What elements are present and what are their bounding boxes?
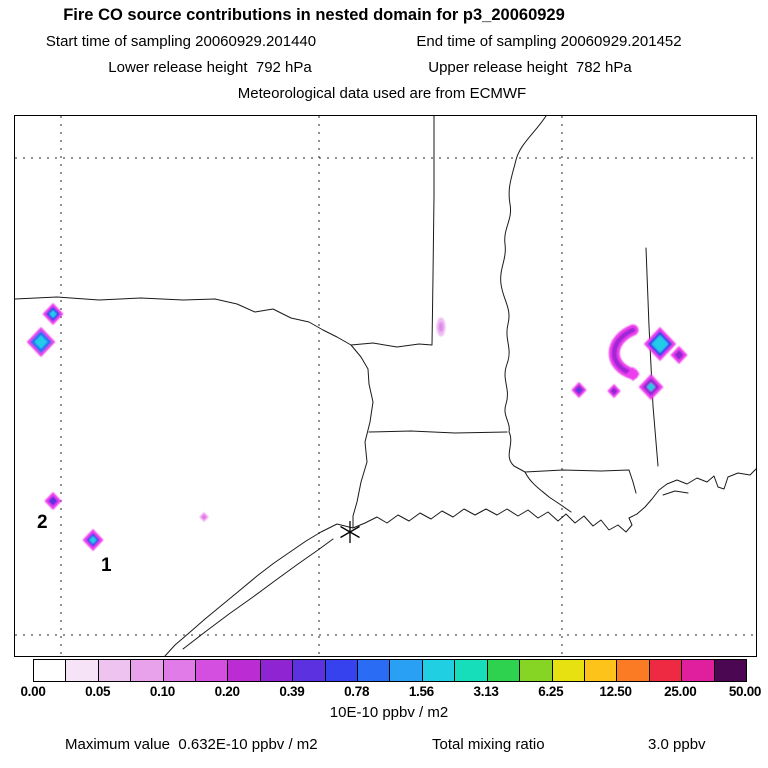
colorbar-tick-label: 12.50: [599, 684, 632, 699]
state-boundary-line: [645, 247, 659, 467]
colorbar-segment: [358, 660, 391, 681]
map-svg: 21: [15, 116, 756, 656]
colorbar-segment: [98, 660, 132, 681]
colorbar-tick-label: 0.20: [214, 684, 240, 699]
colorbar-segment: [325, 660, 359, 681]
colorbar-ticks: 0.00 0.05 0.10 0.20 0.39 0.78 1.56 3.13 6.25 12.5…: [20, 684, 761, 700]
colorbar-segment: [617, 660, 650, 681]
source-number-label: 2: [37, 512, 48, 533]
colorbar-tick-label: 0.05: [85, 684, 111, 699]
state-boundary-line: [524, 469, 637, 494]
plume-blob: [48, 496, 58, 506]
plume-blob: [34, 335, 48, 349]
plume-blob: [610, 387, 618, 395]
river-line: [500, 116, 572, 513]
start-time-label: Start time of sampling 20060929.201440: [45, 33, 317, 50]
lower-release-label: Lower release height 792 hPa: [108, 59, 312, 76]
colorbar-segment: [260, 660, 294, 681]
plume-blob: [651, 335, 669, 353]
state-boundaries: [15, 116, 756, 656]
colorbar-segment: [520, 660, 553, 681]
barrier-islands: [182, 538, 334, 650]
plume-blob: [89, 536, 97, 544]
upper-release-label: Upper release height 782 hPa: [428, 59, 632, 76]
state-boundary-line: [15, 296, 374, 529]
met-data-label: Meteorological data used are from ECMWF: [237, 85, 527, 102]
plume-blob: [49, 310, 57, 318]
footer-stats: Maximum value 0.632E-10 ppbv / m2 Total …: [0, 736, 768, 756]
latlon-grid: [15, 116, 756, 656]
plume-layer: [26, 303, 688, 551]
plume-blob: [201, 514, 207, 520]
plume-blob: [576, 387, 582, 393]
colorbar-segment: [682, 660, 715, 681]
colorbar-segment: [34, 660, 67, 681]
plume-blob: [646, 382, 656, 392]
plume-blob: [626, 367, 640, 381]
source-number-label: 1: [101, 555, 112, 576]
colorbar-tick-label: 25.00: [664, 684, 697, 699]
receptor-asterisk-spoke: [340, 525, 360, 539]
colorbar-segment: [163, 660, 197, 681]
source-number-labels: 21: [37, 512, 112, 576]
colorbar-segment: [131, 660, 164, 681]
colorbar-segment: [584, 660, 618, 681]
colorbar-segment: [422, 660, 456, 681]
total-mixing-ratio-value: 3.0 ppbv: [648, 736, 706, 753]
colorbar-tick-label: 50.00: [728, 684, 762, 699]
barrier-islands: [662, 490, 689, 496]
colorbar-segment: [196, 660, 229, 681]
plume-blob: [438, 321, 444, 333]
colorbar-segment: [552, 660, 585, 681]
max-value-label: Maximum value 0.632E-10 ppbv / m2: [65, 736, 318, 753]
colorbar-tick-label: 1.56: [408, 684, 434, 699]
colorbar-segment: [649, 660, 683, 681]
colorbar-tick-label: 3.13: [473, 684, 499, 699]
colorbar-tick-label: 0.10: [149, 684, 175, 699]
colorbar-units-label: 10E-10 ppbv / m2: [329, 704, 449, 721]
colorbar-tick-label: 6.25: [538, 684, 564, 699]
colorbar-segment: [66, 660, 99, 681]
state-boundary-line: [368, 430, 508, 434]
end-time-label: End time of sampling 20060929.201452: [416, 33, 682, 50]
receptor-asterisk-marker: [340, 521, 360, 543]
colorbar: [33, 659, 747, 682]
colorbar-segment: [390, 660, 423, 681]
state-boundary-line: [350, 116, 435, 348]
colorbar-tick-label: 0.39: [279, 684, 305, 699]
coastline: [164, 468, 756, 656]
colorbar-segment: [714, 660, 746, 681]
plume-blob: [611, 327, 636, 377]
colorbar-tick-label: 0.78: [344, 684, 370, 699]
plume-blob: [674, 350, 684, 360]
total-mixing-ratio-label: Total mixing ratio: [432, 736, 545, 753]
colorbar-segment: [228, 660, 261, 681]
colorbar-tick-label: 0.00: [20, 684, 46, 699]
colorbar-segment: [293, 660, 326, 681]
plot-title: Fire CO source contributions in nested d…: [63, 6, 565, 24]
colorbar-segment: [487, 660, 521, 681]
colorbar-segment: [455, 660, 488, 681]
